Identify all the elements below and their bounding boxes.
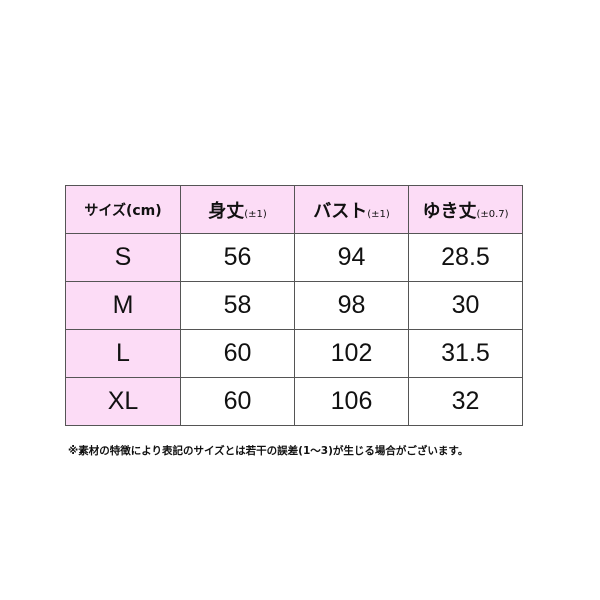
value-cell: 56: [180, 233, 295, 282]
header-tolerance: (±1): [367, 208, 390, 220]
header-sleeve: ゆき丈(±0.7): [408, 185, 523, 234]
value-cell: 94: [294, 233, 409, 282]
header-tolerance: (±1): [244, 208, 267, 220]
table-row: L 60 102 31.5: [65, 329, 523, 378]
value-cell: 60: [180, 377, 295, 426]
value-cell: 30: [408, 281, 523, 330]
header-tolerance: (±0.7): [476, 208, 509, 220]
table-row: M 58 98 30: [65, 281, 523, 330]
table-row: S 56 94 28.5: [65, 233, 523, 282]
header-size: サイズ(cm): [65, 185, 181, 234]
disclaimer-note: ※素材の特徴により表記のサイズとは若干の誤差(1〜3)が生じる場合がございます。: [68, 445, 469, 457]
size-cell: S: [65, 233, 181, 282]
value-cell: 32: [408, 377, 523, 426]
header-row: サイズ(cm) 身丈(±1) バスト(±1) ゆき丈(±0.7): [65, 185, 523, 234]
value-cell: 28.5: [408, 233, 523, 282]
size-cell: L: [65, 329, 181, 378]
value-cell: 102: [294, 329, 409, 378]
value-cell: 98: [294, 281, 409, 330]
header-length: 身丈(±1): [180, 185, 295, 234]
header-label: 身丈: [208, 200, 245, 222]
header-label: バスト: [313, 200, 368, 222]
value-cell: 60: [180, 329, 295, 378]
size-chart-table: サイズ(cm) 身丈(±1) バスト(±1) ゆき丈(±0.7) S 56 94…: [65, 185, 523, 426]
value-cell: 31.5: [408, 329, 523, 378]
size-cell: M: [65, 281, 181, 330]
value-cell: 106: [294, 377, 409, 426]
value-cell: 58: [180, 281, 295, 330]
header-label: サイズ(cm): [84, 202, 162, 219]
size-cell: XL: [65, 377, 181, 426]
header-bust: バスト(±1): [294, 185, 409, 234]
table-row: XL 60 106 32: [65, 377, 523, 426]
header-label: ゆき丈: [422, 200, 477, 222]
